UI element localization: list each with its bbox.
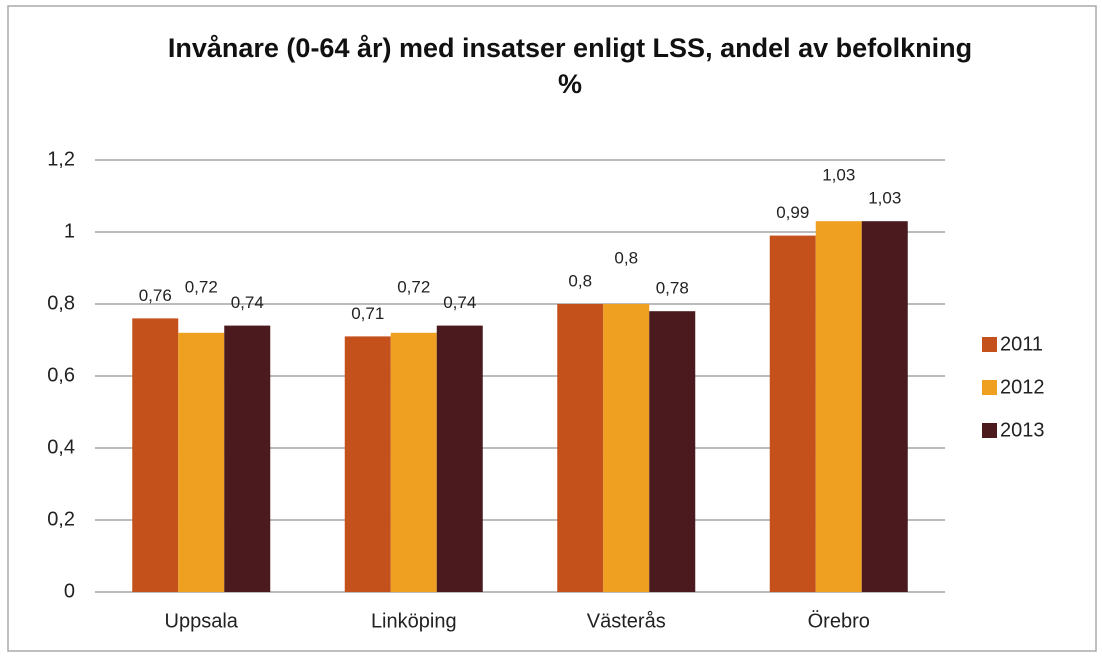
- bar: [557, 304, 604, 592]
- bar: [224, 325, 271, 592]
- data-label: 1,03: [822, 166, 855, 185]
- y-tick-label: 1: [64, 220, 75, 242]
- bar: [132, 318, 179, 592]
- legend-label: 2011: [1000, 333, 1043, 355]
- data-label: 0,8: [614, 248, 638, 267]
- y-tick-label: 0: [64, 580, 75, 602]
- data-label: 0,74: [443, 293, 476, 312]
- bar: [390, 332, 437, 592]
- data-label: 0,78: [656, 279, 689, 298]
- frame: [7, 5, 1097, 652]
- data-label: 0,72: [397, 277, 430, 296]
- bar: [436, 325, 483, 592]
- legend-label: 2013: [1000, 419, 1045, 441]
- y-tick-label: 0,8: [47, 292, 75, 314]
- data-label: 0,72: [185, 277, 218, 296]
- bar: [861, 221, 908, 592]
- bar: [344, 336, 391, 592]
- x-tick-label: Linköping: [371, 610, 457, 632]
- x-tick-label: Västerås: [587, 610, 666, 632]
- data-label: 1,03: [868, 189, 901, 208]
- bar: [603, 304, 650, 592]
- bar: [815, 221, 862, 592]
- bar: [649, 311, 696, 592]
- data-label: 0,76: [139, 286, 172, 305]
- legend-swatch: [982, 380, 997, 395]
- x-tick-label: Örebro: [808, 610, 870, 632]
- legend-label: 2012: [1000, 376, 1045, 398]
- y-tick-label: 0,4: [47, 436, 75, 458]
- y-tick-label: 1,2: [47, 148, 75, 170]
- legend-swatch: [982, 337, 997, 352]
- chart-title: Invånare (0-64 år) med insatser enligt L…: [167, 33, 973, 99]
- data-label: 0,74: [231, 293, 264, 312]
- x-tick-label: Uppsala: [165, 610, 239, 632]
- y-tick-label: 0,2: [47, 508, 75, 530]
- y-tick-label: 0,6: [47, 364, 75, 386]
- bar: [769, 235, 816, 592]
- bar: [178, 332, 225, 592]
- data-label: 0,99: [776, 203, 809, 222]
- legend-swatch: [982, 423, 997, 438]
- data-label: 0,71: [351, 304, 384, 323]
- data-label: 0,8: [568, 271, 592, 290]
